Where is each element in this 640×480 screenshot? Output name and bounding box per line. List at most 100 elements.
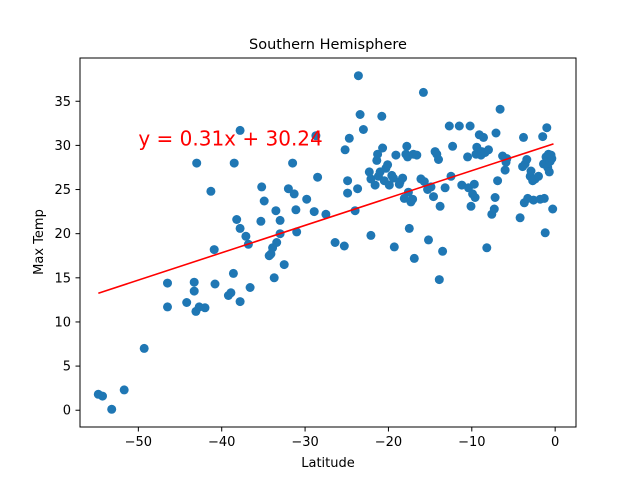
data-point (424, 235, 433, 245)
data-point (163, 278, 172, 288)
data-point (491, 128, 501, 138)
data-point (515, 213, 525, 223)
data-point (340, 145, 350, 155)
data-point (495, 104, 505, 114)
data-point (465, 121, 475, 131)
y-tick-label: 10 (54, 315, 71, 330)
data-point (200, 303, 210, 313)
data-point (429, 192, 438, 202)
data-point (343, 176, 353, 186)
data-point (438, 246, 448, 256)
data-point (479, 132, 488, 142)
x-tick-label: −20 (375, 435, 402, 450)
data-point (291, 205, 301, 215)
data-point (398, 173, 408, 183)
x-tick-label: −40 (208, 435, 235, 450)
data-point (313, 172, 323, 182)
data-point (245, 283, 255, 292)
data-point (409, 253, 419, 263)
data-point (309, 207, 319, 217)
data-point (463, 152, 473, 162)
data-point (412, 150, 422, 160)
y-tick-label: 35 (54, 95, 71, 110)
y-tick-label: 15 (54, 271, 71, 286)
data-point (534, 171, 543, 181)
data-point (384, 180, 394, 190)
data-point (544, 167, 554, 177)
x-tick-label: 0 (551, 435, 559, 450)
data-point (311, 131, 321, 141)
data-point (378, 143, 388, 153)
data-point (163, 302, 172, 312)
y-axis-label: Max Temp (32, 209, 47, 275)
data-point (98, 391, 107, 401)
data-point (271, 206, 281, 216)
y-tick-label: 20 (54, 227, 71, 242)
y-tick-label: 25 (54, 183, 71, 198)
data-point (209, 245, 219, 255)
data-point (235, 223, 245, 233)
plot-area-frame (79, 57, 577, 428)
data-point (526, 166, 536, 176)
data-point (232, 215, 242, 224)
regression-equation-annotation: y = 0.31x + 30.24 (138, 126, 322, 150)
data-point (289, 189, 299, 199)
x-tick-label: −10 (458, 435, 485, 450)
data-point (444, 121, 454, 131)
data-point (107, 404, 117, 414)
data-point (206, 186, 216, 196)
data-point (210, 279, 220, 289)
data-point (383, 160, 393, 170)
data-point (343, 188, 353, 198)
data-point (408, 194, 418, 204)
data-point (344, 133, 354, 143)
data-point (540, 228, 550, 238)
data-point (364, 167, 374, 177)
data-point (272, 238, 282, 247)
data-point (377, 111, 387, 121)
data-point (373, 149, 383, 159)
data-point (489, 204, 499, 214)
data-point (182, 298, 192, 307)
data-point (330, 238, 340, 247)
data-point (548, 204, 558, 214)
data-point (470, 193, 480, 202)
data-point (482, 243, 492, 253)
data-point (402, 141, 412, 151)
regression-line-layer (98, 143, 554, 295)
y-tick-label: 0 (63, 404, 71, 419)
data-point (490, 193, 500, 202)
data-point (275, 215, 285, 225)
data-point (519, 132, 528, 142)
y-axis-ticks: 0 5 10 15 20 25 30 35 (54, 95, 80, 419)
data-point (493, 176, 503, 186)
data-point (189, 277, 199, 287)
data-point (353, 71, 363, 81)
data-point (192, 158, 202, 168)
data-point (466, 201, 476, 211)
data-point (419, 177, 429, 187)
data-point (500, 165, 510, 175)
data-point (269, 273, 279, 283)
data-point (404, 223, 414, 233)
data-point (418, 87, 428, 97)
regression-line (98, 143, 554, 295)
data-point (522, 155, 532, 164)
data-point (259, 196, 269, 206)
x-tick-label: −50 (125, 435, 152, 450)
data-point (119, 385, 129, 395)
data-point (546, 150, 556, 160)
data-point (283, 184, 293, 194)
data-point (139, 343, 149, 353)
data-point (339, 241, 349, 251)
data-point (353, 184, 363, 194)
y-tick-label: 5 (63, 360, 71, 375)
data-point (391, 150, 401, 160)
data-point (388, 173, 398, 183)
data-point (539, 193, 549, 203)
data-point (228, 268, 238, 278)
data-point (366, 230, 376, 240)
data-point (355, 110, 365, 119)
